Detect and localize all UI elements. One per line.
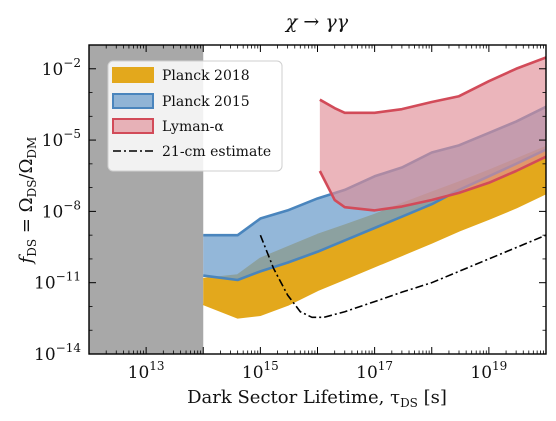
chart-title: χ → γγ <box>284 11 349 33</box>
y-tick-label: 10−14 <box>34 341 81 365</box>
x-tick-label: 1015 <box>242 359 279 383</box>
x-tick-label: 1017 <box>356 359 393 383</box>
y-axis-title: fDS = ΩDS/ΩDM <box>16 137 39 266</box>
x-tick-label: 1013 <box>128 359 165 383</box>
plot-frame <box>88 44 547 355</box>
y-tick-label: 10−11 <box>34 270 81 294</box>
legend-box <box>107 60 283 172</box>
legend-swatch-planck-2015 <box>112 93 154 109</box>
legend-label-planck-2018: Planck 2018 <box>162 68 250 84</box>
y-tick-label: 10−5 <box>42 127 81 151</box>
y-tick-label: 10−8 <box>42 198 81 222</box>
legend-label-planck-2015: Planck 2015 <box>162 94 250 110</box>
legend-swatch-planck-2018 <box>112 67 154 83</box>
x-axis-title: Dark Sector Lifetime, τDS [s] <box>187 387 447 410</box>
x-tick-labels: 1013 1015 1017 1019 <box>128 359 508 383</box>
y-tick-labels: 10−2 10−5 10−8 10−11 10−14 <box>34 56 81 365</box>
band-lyman-lower-edge <box>318 155 546 212</box>
line-21-cm-estimate <box>259 234 546 319</box>
x-tick-label: 1019 <box>470 359 507 383</box>
legend-label-21-cm-estimate: 21-cm estimate <box>162 144 271 160</box>
legend-label-lyman: Lyman-α <box>162 119 224 135</box>
band-lyman <box>319 57 546 211</box>
legend: Planck 2018 Planck 2015 Lyman-α 21-cm estim… <box>107 60 283 172</box>
y-tick-label: 10−2 <box>42 56 81 80</box>
legend-swatch-lyman <box>112 118 154 134</box>
band-planck-2018-lower-edge <box>202 191 546 319</box>
band-lyman-upper-edge <box>319 56 546 115</box>
